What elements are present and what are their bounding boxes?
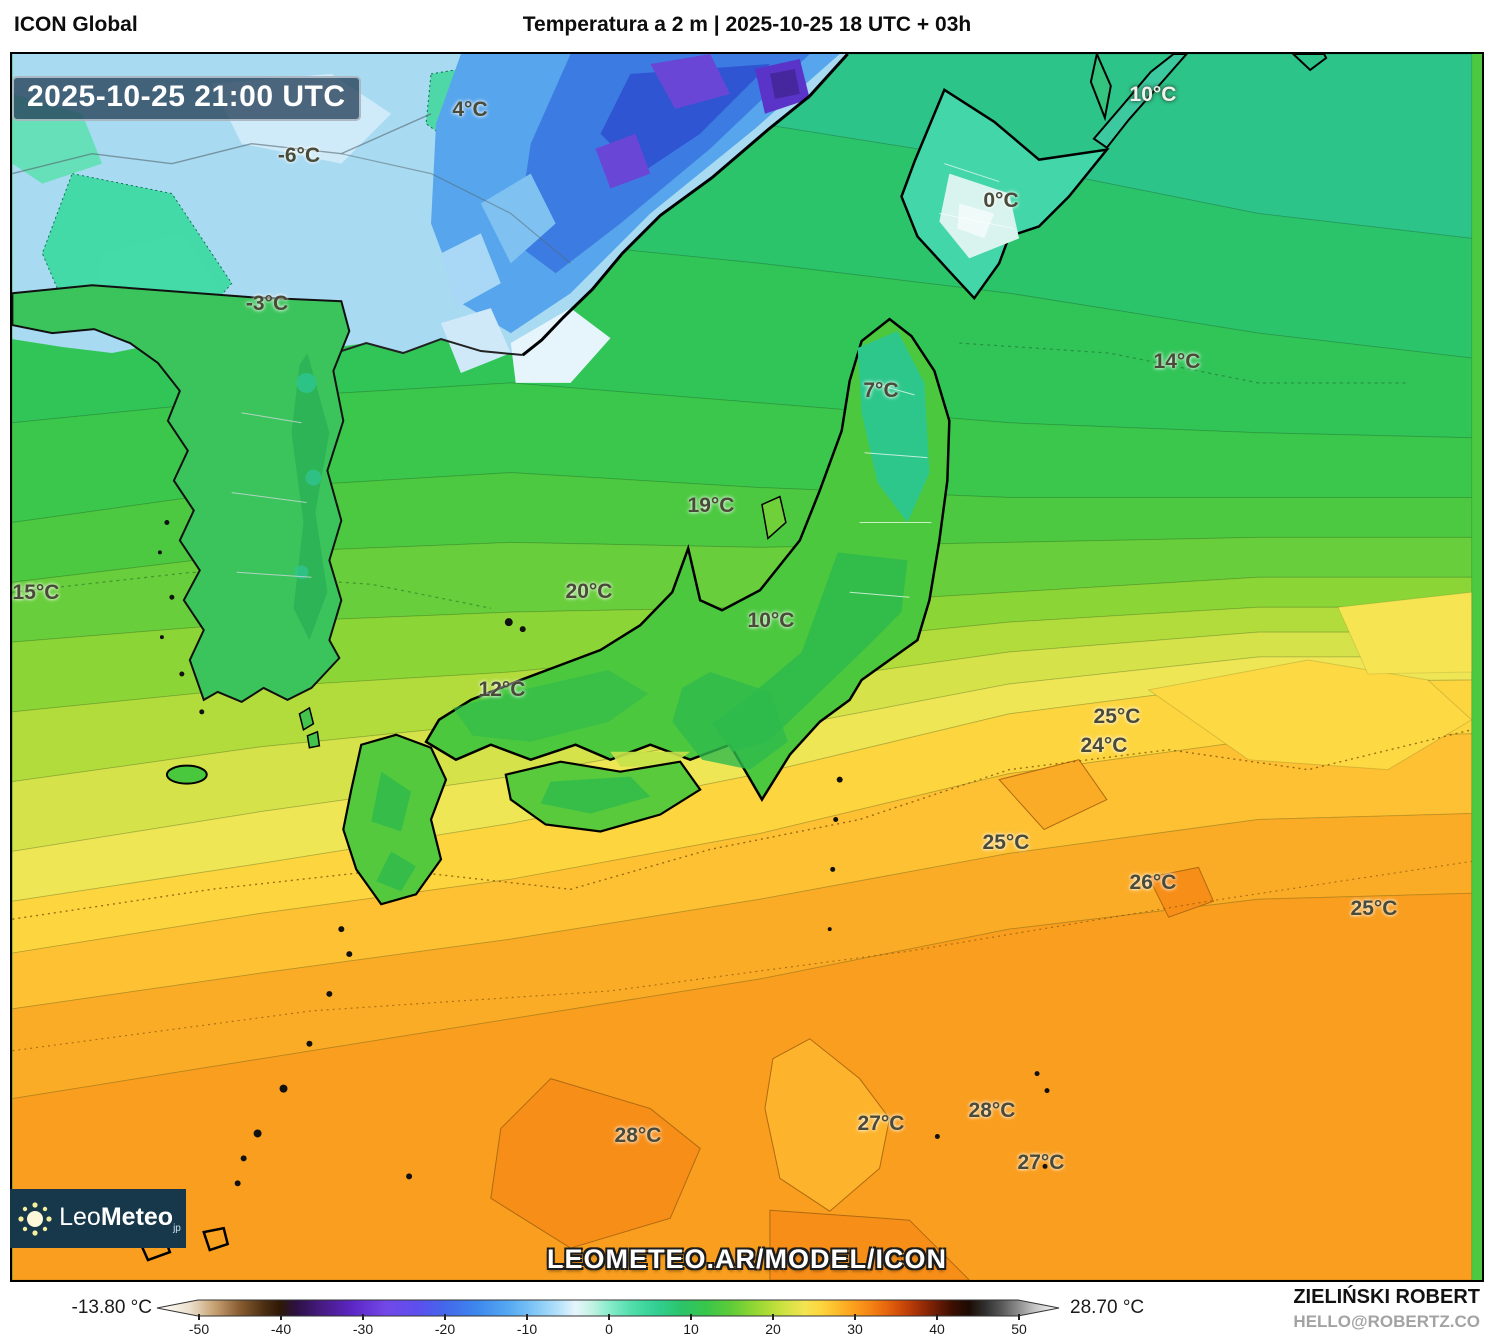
temp-label: 25°C bbox=[1093, 705, 1141, 728]
colorbar-tick-mark bbox=[608, 1314, 610, 1320]
colorbar-tick-mark bbox=[362, 1314, 364, 1320]
temp-label: 26°C bbox=[1129, 871, 1177, 894]
temp-label: -3°C bbox=[245, 292, 289, 315]
colorbar-tick-label: 30 bbox=[847, 1321, 863, 1337]
credit-author: ZIELIŃSKI ROBERT bbox=[1293, 1286, 1480, 1308]
temp-label: 28°C bbox=[968, 1099, 1016, 1122]
temp-label: 12°C bbox=[478, 678, 526, 701]
colorbar-tick-label: 10 bbox=[683, 1321, 699, 1337]
leometeo-logo: LeoMeteojp bbox=[10, 1189, 186, 1248]
credit-contact: HELLO@ROBERTZ.CO bbox=[1293, 1312, 1480, 1331]
weather-map bbox=[10, 52, 1484, 1282]
colorbar-tick-mark bbox=[772, 1314, 774, 1320]
colorbar-tick-label: 20 bbox=[765, 1321, 781, 1337]
header-bar: ICON Global Temperatura a 2 m | 2025-10-… bbox=[0, 0, 1494, 52]
temp-label: 14°C bbox=[1153, 350, 1201, 373]
colorbar-tick-label: -10 bbox=[516, 1321, 538, 1337]
colorbar-tick-label: 0 bbox=[605, 1321, 613, 1337]
temp-label: 15°C bbox=[12, 581, 60, 604]
temp-label: 10°C bbox=[747, 609, 795, 632]
temp-label: 4°C bbox=[452, 98, 488, 121]
colorbar-tick-label: -50 bbox=[188, 1321, 210, 1337]
colorbar-tick-label: -40 bbox=[270, 1321, 292, 1337]
colorbar-tick-mark bbox=[854, 1314, 856, 1320]
temp-label: 10°C bbox=[1129, 83, 1177, 106]
temp-label: 25°C bbox=[982, 831, 1030, 854]
temp-label: 28°C bbox=[614, 1124, 662, 1147]
colorbar-tick-mark bbox=[444, 1314, 446, 1320]
colorbar-tick-mark bbox=[198, 1314, 200, 1320]
model-name: ICON Global bbox=[14, 13, 138, 36]
colorbar-tick-mark bbox=[936, 1314, 938, 1320]
temperature-contour-map bbox=[12, 54, 1473, 1280]
watermark-url: LEOMETEO.AR/MODEL/ICON bbox=[547, 1244, 947, 1274]
temp-label: -6°C bbox=[277, 144, 321, 167]
temp-label: 19°C bbox=[687, 494, 735, 517]
colorbar-max-label: 28.70 °C bbox=[1070, 1297, 1145, 1318]
temp-label: 27°C bbox=[1017, 1151, 1065, 1174]
timestamp-badge: 2025-10-25 21:00 UTC bbox=[12, 76, 361, 121]
chart-title: Temperatura a 2 m | 2025-10-25 18 UTC + … bbox=[522, 13, 972, 36]
temp-label: 20°C bbox=[565, 580, 613, 603]
colorbar-tick-mark bbox=[690, 1314, 692, 1320]
temp-label: 7°C bbox=[863, 379, 899, 402]
logo-wordmark: LeoMeteojp bbox=[59, 1203, 181, 1234]
sun-icon bbox=[18, 1201, 52, 1236]
colorbar-tick-label: 50 bbox=[1011, 1321, 1027, 1337]
temp-label: 27°C bbox=[857, 1112, 905, 1135]
temp-label: 25°C bbox=[1350, 897, 1398, 920]
temp-label: 0°C bbox=[983, 189, 1019, 212]
colorbar-tick-label: 40 bbox=[929, 1321, 945, 1337]
colorbar-min-label: -13.80 °C bbox=[71, 1297, 152, 1318]
colorbar-tick-label: -30 bbox=[352, 1321, 374, 1337]
temp-label: 24°C bbox=[1080, 734, 1128, 757]
colorbar-tick-mark bbox=[280, 1314, 282, 1320]
colorbar-tick-mark bbox=[1018, 1314, 1020, 1320]
colorbar-tick-mark bbox=[526, 1314, 528, 1320]
colorbar-tick-label: -20 bbox=[434, 1321, 456, 1337]
